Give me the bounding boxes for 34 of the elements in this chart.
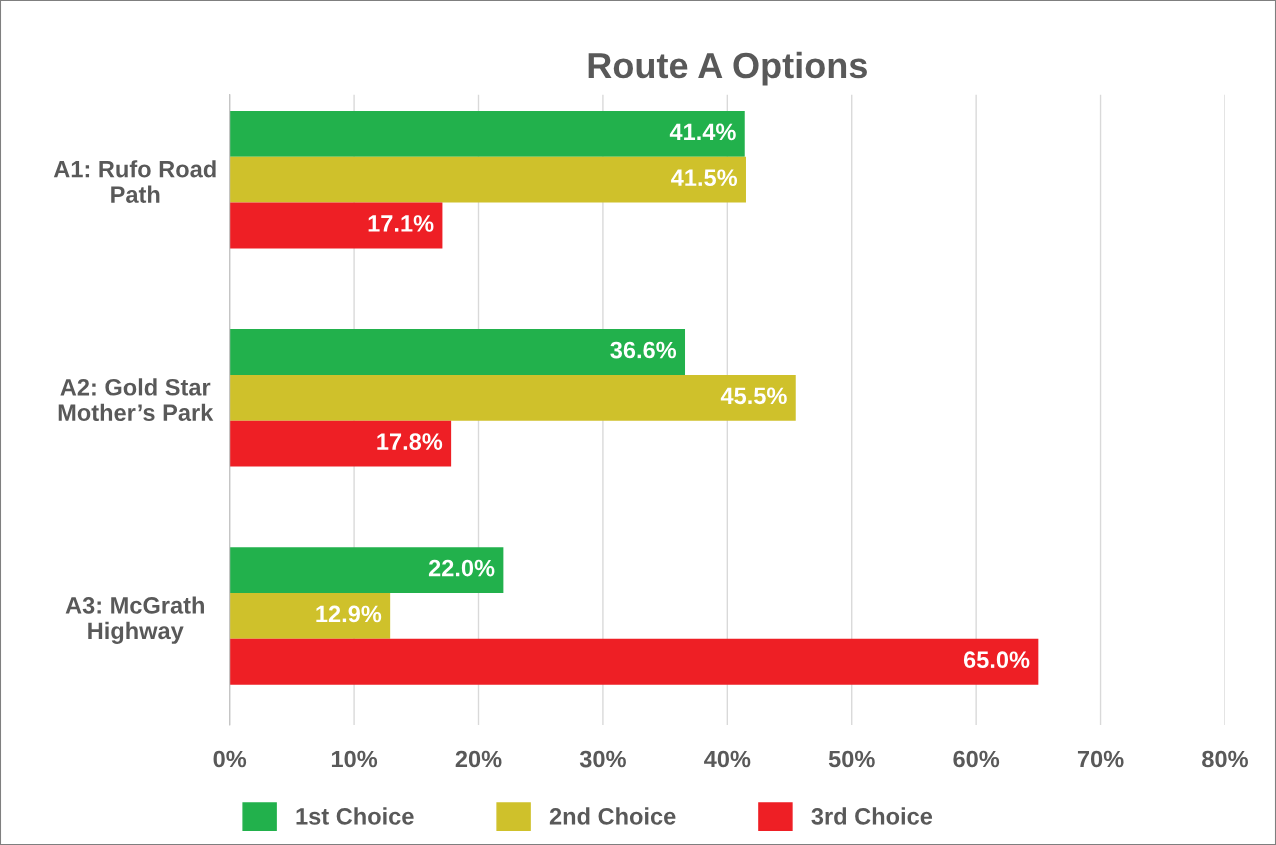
data-label: 17.8% [377,433,443,450]
x-tick-label: 0% [213,750,247,768]
y-tick-label: A2: Gold Star Mother’s Park [58,378,214,422]
bar [229,420,452,467]
x-tick-label: 30% [579,750,626,768]
data-label: 65.0% [963,651,1030,669]
x-tick-label: 10% [331,750,378,768]
data-label: 45.5% [720,387,787,405]
y-tick-label: A3: McGrath Highway [65,596,204,644]
bar [229,329,686,375]
y-tick-label: A1: Rufo Road Path [53,160,216,203]
bar [229,202,443,249]
x-tick-label: 40% [704,750,751,768]
bar [229,547,504,594]
bar [229,156,746,203]
x-tick-label: 70% [1077,750,1124,768]
x-tick-label: 80% [1202,750,1248,768]
bar [229,593,391,639]
bar [229,374,796,421]
chart-title: Route A Options [588,51,867,86]
x-tick-label: 20% [455,750,502,768]
bar [229,638,1039,685]
x-tick-label: 50% [828,750,875,768]
x-tick-label: 60% [953,750,1000,768]
data-label: 12.9% [316,605,382,623]
legend-label: 1st Choice [296,807,414,825]
legend-label: 3rd Choice [811,807,933,825]
data-label: 36.6% [610,341,677,359]
legend-label: 2nd Choice [549,807,676,825]
data-label: 41.5% [671,169,738,187]
data-label: 22.0% [428,559,495,577]
data-label: 17.1% [368,215,434,232]
data-label: 41.4% [669,123,736,141]
bar [229,111,745,157]
